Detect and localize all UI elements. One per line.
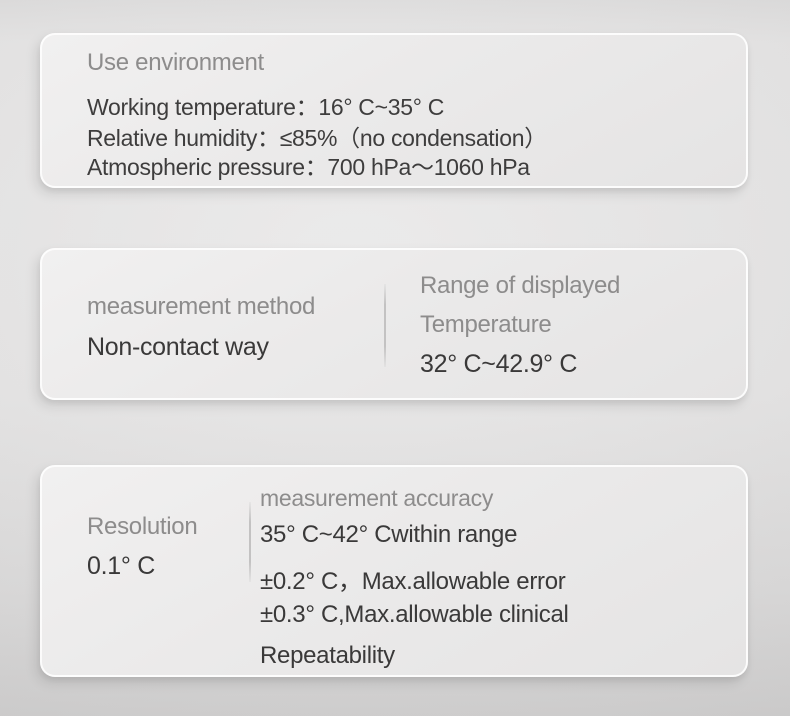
spec-card-use-environment: Use environment Working temperature：16° … — [40, 33, 748, 188]
spec-card-resolution-accuracy: Resolution 0.1° C measurement accuracy 3… — [40, 465, 748, 677]
accuracy-line-max-error: ±0.2° C，Max.allowable error — [260, 568, 566, 595]
accuracy-line-repeatability: Repeatability — [260, 642, 395, 669]
card-title: Use environment — [87, 49, 264, 76]
accuracy-line-range: 35° C~42° Cwithin range — [260, 521, 518, 548]
spec-line-relative-humidity: Relative humidity：≤85%（no condensation） — [87, 125, 547, 151]
spec-line-atmospheric-pressure: Atmospheric pressure：700 hPa～1060 hPa — [87, 154, 530, 180]
measurement-method-label: measurement method — [87, 293, 316, 320]
resolution-label: Resolution — [87, 513, 198, 540]
accuracy-line-clinical: ±0.3° C,Max.allowable clinical — [260, 601, 569, 628]
resolution-value: 0.1° C — [87, 552, 155, 580]
range-label-line2: Temperature — [420, 311, 552, 338]
measurement-method-value: Non-contact way — [87, 333, 269, 361]
accuracy-title: measurement accuracy — [260, 485, 494, 511]
vertical-divider — [249, 502, 251, 582]
spec-card-measurement-method: measurement method Non-contact way Range… — [40, 248, 748, 400]
range-label-line1: Range of displayed — [420, 272, 621, 299]
vertical-divider — [384, 284, 386, 367]
spec-line-working-temperature: Working temperature：16° C~35° C — [87, 94, 445, 120]
range-value: 32° C~42.9° C — [420, 350, 578, 378]
